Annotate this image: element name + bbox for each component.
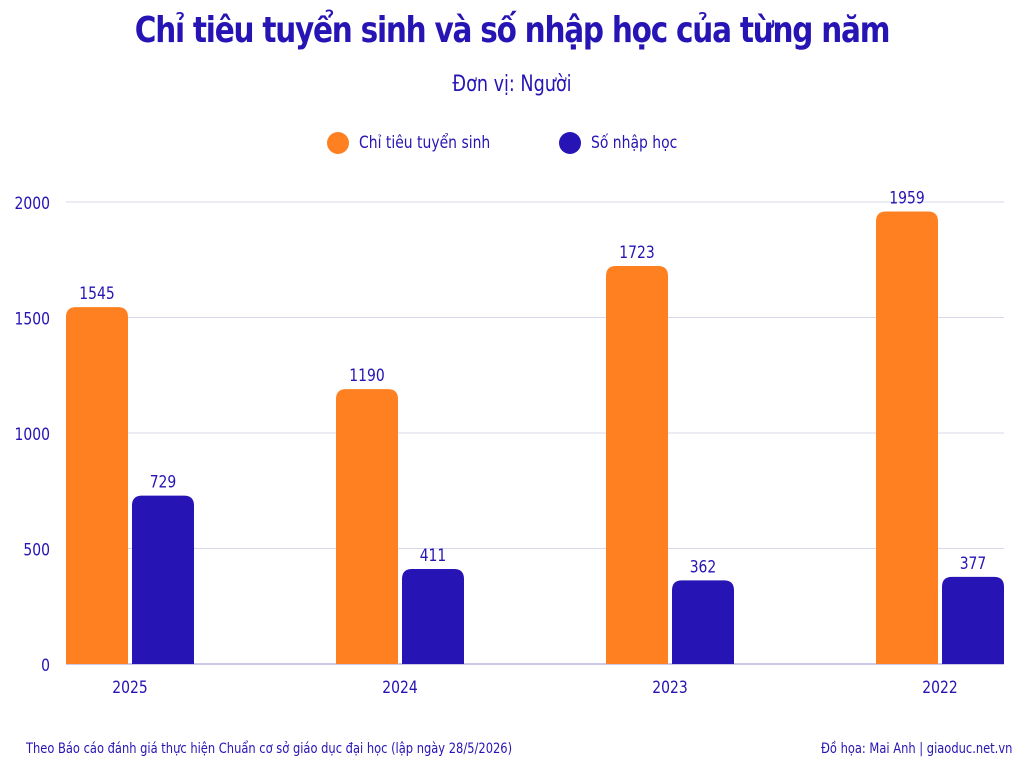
legend-swatch-blue [559,132,582,154]
y-tick-label: 1000 [15,425,50,445]
x-tick-label: 2022 [922,678,957,698]
bar-nhap-hoc-2023 [672,580,734,664]
data-label: 362 [690,557,717,577]
bar-chi-tieu-2025 [66,307,128,664]
data-label: 1545 [79,284,114,304]
chart-title: Chỉ tiêu tuyển sinh và số nhập học của t… [134,10,891,51]
legend-item-series-0: Chỉ tiêu tuyển sinh [327,132,519,154]
bar-chi-tieu-2022 [876,211,938,664]
legend-swatch-orange [327,132,350,154]
y-tick-label: 1500 [15,309,50,329]
data-label: 1190 [349,366,384,386]
legend: Chỉ tiêu tuyển sinh Số nhập học [0,132,1024,154]
x-tick-label: 2025 [112,678,147,698]
y-tick-label: 2000 [15,194,50,214]
bar-nhap-hoc-2025 [132,495,194,664]
bar-chi-tieu-2024 [336,389,398,664]
footer-credit: Đồ họa: Mai Anh | giaoduc.net.vn [820,741,1012,757]
data-label: 1723 [619,243,654,263]
y-tick-label: 500 [23,540,50,560]
x-tick-label: 2024 [382,678,418,698]
chart-subtitle: Đơn vị: Người [452,72,572,97]
bar-nhap-hoc-2022 [942,576,1004,664]
legend-label-series-1: Số nhập học [591,133,678,153]
x-tick-label: 2023 [652,678,687,698]
y-tick-label: 0 [41,656,50,676]
data-label: 411 [420,546,447,566]
footer-source: Theo Báo cáo đánh giá thực hiện Chuẩn cơ… [26,741,513,757]
data-label: 377 [960,554,987,574]
bar-chi-tieu-2023 [606,265,668,664]
legend-label-series-0: Chỉ tiêu tuyển sinh [359,133,491,153]
data-label: 1959 [889,188,924,208]
bar-nhap-hoc-2024 [402,569,464,664]
data-label: 729 [150,472,177,492]
legend-item-series-1: Số nhập học [559,132,696,154]
